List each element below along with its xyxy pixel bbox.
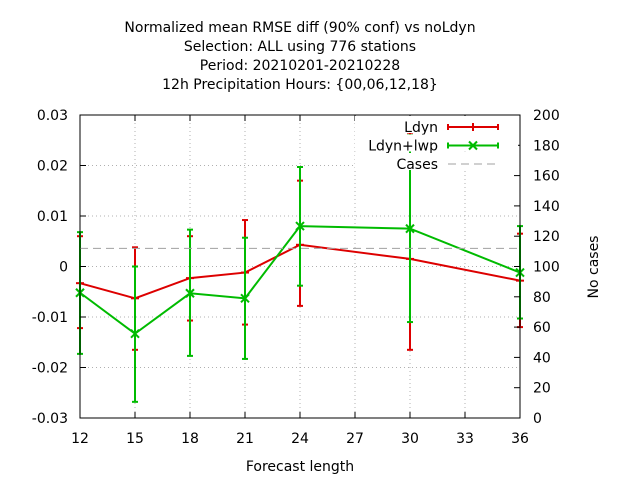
x-tick-label: 21 [236, 431, 254, 447]
legend-label: Ldyn [404, 120, 438, 136]
legend-background [355, 134, 518, 152]
data-point [130, 328, 140, 339]
y-tick-label: 0.03 [37, 108, 68, 124]
marker-cross-b [295, 221, 305, 231]
y2-tick-label: 60 [533, 320, 551, 336]
legend-background [355, 153, 518, 170]
y2-tick-label: 140 [533, 199, 560, 215]
y-tick-label: -0.03 [32, 411, 68, 427]
y2-tick-label: 100 [533, 260, 560, 276]
legend-label: Cases [396, 157, 438, 173]
y2-tick-label: 40 [533, 350, 551, 366]
marker-cross-b [240, 293, 250, 304]
legend: Ldyn Ldyn+lwp Cases [355, 116, 518, 173]
y2-tick-label: 0 [533, 411, 542, 427]
legend-marker [468, 140, 478, 151]
data-point [405, 223, 415, 234]
title-line-1: Normalized mean RMSE diff (90% conf) vs … [124, 20, 475, 36]
title-line-2: Selection: ALL using 776 stations [184, 39, 416, 55]
y2-tick-label: 20 [533, 381, 551, 397]
x-axis-label: Forecast length [246, 459, 354, 475]
y2-tick-label: 200 [533, 108, 560, 124]
axis-ticks: 12 15 18 21 24 27 30 33 36 -0.03 -0.02 -0.01 0 0.01 0.… [32, 108, 560, 447]
data-point [295, 221, 305, 231]
title-line-4: 12h Precipitation Hours: {00,06,12,18} [162, 77, 438, 93]
x-tick-label: 24 [291, 431, 309, 447]
legend-label: Ldyn+lwp [368, 139, 438, 155]
x-tick-label: 12 [71, 431, 89, 447]
marker-cross-b [185, 288, 195, 298]
marker-cross-b [130, 328, 140, 339]
marker-cross-b [405, 223, 415, 234]
y-tick-label: 0.01 [37, 209, 68, 225]
y2-axis-label: No cases [586, 236, 602, 299]
title-line-3: Period: 20210201-20210228 [200, 58, 400, 74]
chart-title: Normalized mean RMSE diff (90% conf) vs … [124, 20, 475, 93]
y-tick-label: -0.01 [32, 310, 68, 326]
y-tick-label: -0.02 [32, 361, 68, 377]
chart-marks [75, 131, 525, 403]
y-tick-label: 0.02 [37, 159, 68, 175]
x-tick-label: 15 [126, 431, 144, 447]
x-tick-label: 18 [181, 431, 199, 447]
x-tick-label: 36 [511, 431, 529, 447]
data-point [240, 293, 250, 304]
y2-tick-label: 160 [533, 169, 560, 185]
y2-tick-label: 180 [533, 138, 560, 154]
x-tick-label: 27 [346, 431, 364, 447]
x-tick-label: 33 [456, 431, 474, 447]
legend-background [355, 116, 518, 133]
y2-tick-label: 80 [533, 290, 551, 306]
y-tick-label: 0 [59, 260, 68, 276]
data-point [185, 288, 195, 298]
x-tick-label: 30 [401, 431, 419, 447]
y2-tick-label: 120 [533, 229, 560, 245]
